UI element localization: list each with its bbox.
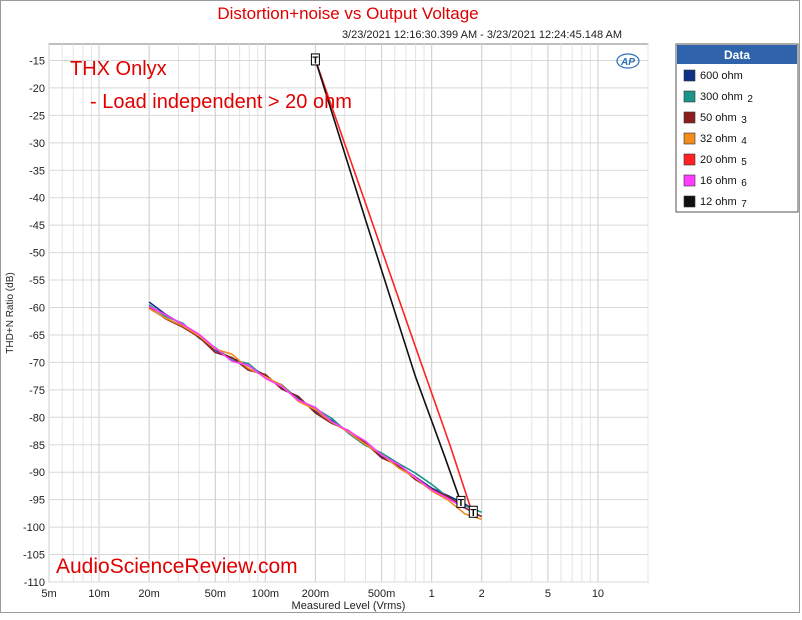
- legend-item[interactable]: 50 ohm 3: [683, 111, 747, 126]
- x-tick-label: 50m: [205, 588, 226, 600]
- ap-logo-ring: [616, 53, 640, 69]
- series-line-16-ohm: [148, 305, 466, 510]
- legend-swatch: [683, 153, 696, 166]
- y-axis-label: THD+N Ratio (dB): [5, 272, 16, 353]
- cursor-marker-label: T: [470, 508, 476, 519]
- y-tick-label: -85: [29, 440, 45, 452]
- y-tick-label: -105: [23, 550, 45, 562]
- y-tick-label: -40: [29, 193, 45, 205]
- y-tick-label: -50: [29, 248, 45, 260]
- y-tick-label: -110: [24, 577, 45, 589]
- chart-subtitle: 3/23/2021 12:16:30.399 AM - 3/23/2021 12…: [342, 29, 622, 41]
- y-tick-label: -45: [29, 220, 45, 232]
- legend-swatch: [683, 174, 696, 187]
- cursor-marker-label: T: [312, 55, 318, 66]
- legend-swatch: [683, 132, 696, 145]
- x-tick-label: 2: [479, 588, 485, 600]
- y-tick-label: -55: [29, 275, 45, 287]
- legend-label: 12 ohm: [700, 196, 737, 208]
- legend-label: 20 ohm: [700, 154, 737, 166]
- legend-label: 300 ohm: [700, 91, 743, 103]
- y-tick-label: -25: [29, 110, 45, 122]
- y-tick-label: -65: [29, 330, 45, 342]
- cursor-marker-box: [468, 505, 478, 518]
- legend-swatch: [683, 195, 696, 208]
- legend-item[interactable]: 600 ohm: [683, 69, 743, 82]
- ap-logo-text: AP: [620, 57, 635, 68]
- y-tick-label: -75: [29, 385, 45, 397]
- legend-index: 3: [741, 115, 747, 126]
- y-tick-label: -30: [29, 138, 45, 150]
- annotation-heading: THX Onlyx: [70, 58, 167, 80]
- x-axis-label: Measured Level (Vrms): [292, 600, 406, 612]
- legend-title: Data: [724, 48, 750, 62]
- x-tick-label: 100m: [252, 588, 280, 600]
- y-tick-label: -90: [29, 467, 45, 479]
- y-tick-label: -70: [29, 357, 45, 369]
- cursor-marker-box: [456, 495, 466, 508]
- x-tick-label: 10: [592, 588, 604, 600]
- legend-item[interactable]: 12 ohm 7: [683, 195, 747, 210]
- x-tick-label: 5m: [41, 588, 56, 600]
- x-tick-label: 200m: [302, 588, 330, 600]
- x-tick-label: 5: [545, 588, 551, 600]
- legend-item[interactable]: 16 ohm 6: [683, 174, 747, 189]
- y-tick-label: -20: [29, 83, 45, 95]
- x-tick-label: 500m: [368, 588, 396, 600]
- legend-label: 16 ohm: [700, 175, 737, 187]
- y-tick-label: -35: [29, 165, 45, 177]
- watermark-text: AudioScienceReview.com: [56, 555, 298, 578]
- legend-item[interactable]: 300 ohm 2: [683, 90, 753, 105]
- legend-index: 6: [741, 178, 747, 189]
- plot-area: [48, 43, 649, 583]
- legend-swatch: [683, 111, 696, 124]
- ap-logo: AP: [616, 53, 640, 69]
- legend-label: 32 ohm: [700, 133, 737, 145]
- series-line-12-ohm: [314, 59, 462, 503]
- chart-title: Distortion+noise vs Output Voltage: [217, 4, 478, 23]
- legend-label: 50 ohm: [700, 112, 737, 124]
- legend-index: 4: [741, 136, 747, 147]
- legend-item[interactable]: 20 ohm 5: [683, 153, 747, 168]
- legend-index: 5: [741, 157, 747, 168]
- x-tick-label: 1: [429, 588, 435, 600]
- y-tick-label: -95: [29, 495, 45, 507]
- y-tick-label: -100: [23, 522, 45, 534]
- y-tick-label: -15: [29, 55, 45, 67]
- legend-header: [677, 45, 797, 64]
- y-tick-label: -80: [29, 412, 45, 424]
- cursor-marker-box: [310, 53, 320, 66]
- legend-index: 2: [747, 94, 753, 105]
- x-tick-label: 10m: [88, 588, 109, 600]
- legend-swatch: [683, 69, 696, 82]
- legend-box: [675, 43, 799, 213]
- series-line-20-ohm: [314, 59, 473, 513]
- y-tick-label: -60: [29, 303, 45, 315]
- x-tick-label: 20m: [138, 588, 159, 600]
- legend-label: 600 ohm: [700, 70, 743, 82]
- legend-item[interactable]: 32 ohm 4: [683, 132, 747, 147]
- annotation-note: - Load independent > 20 ohm: [90, 91, 352, 113]
- cursor-marker-label: T: [458, 498, 464, 509]
- legend-swatch: [683, 90, 696, 103]
- legend-index: 7: [741, 199, 747, 210]
